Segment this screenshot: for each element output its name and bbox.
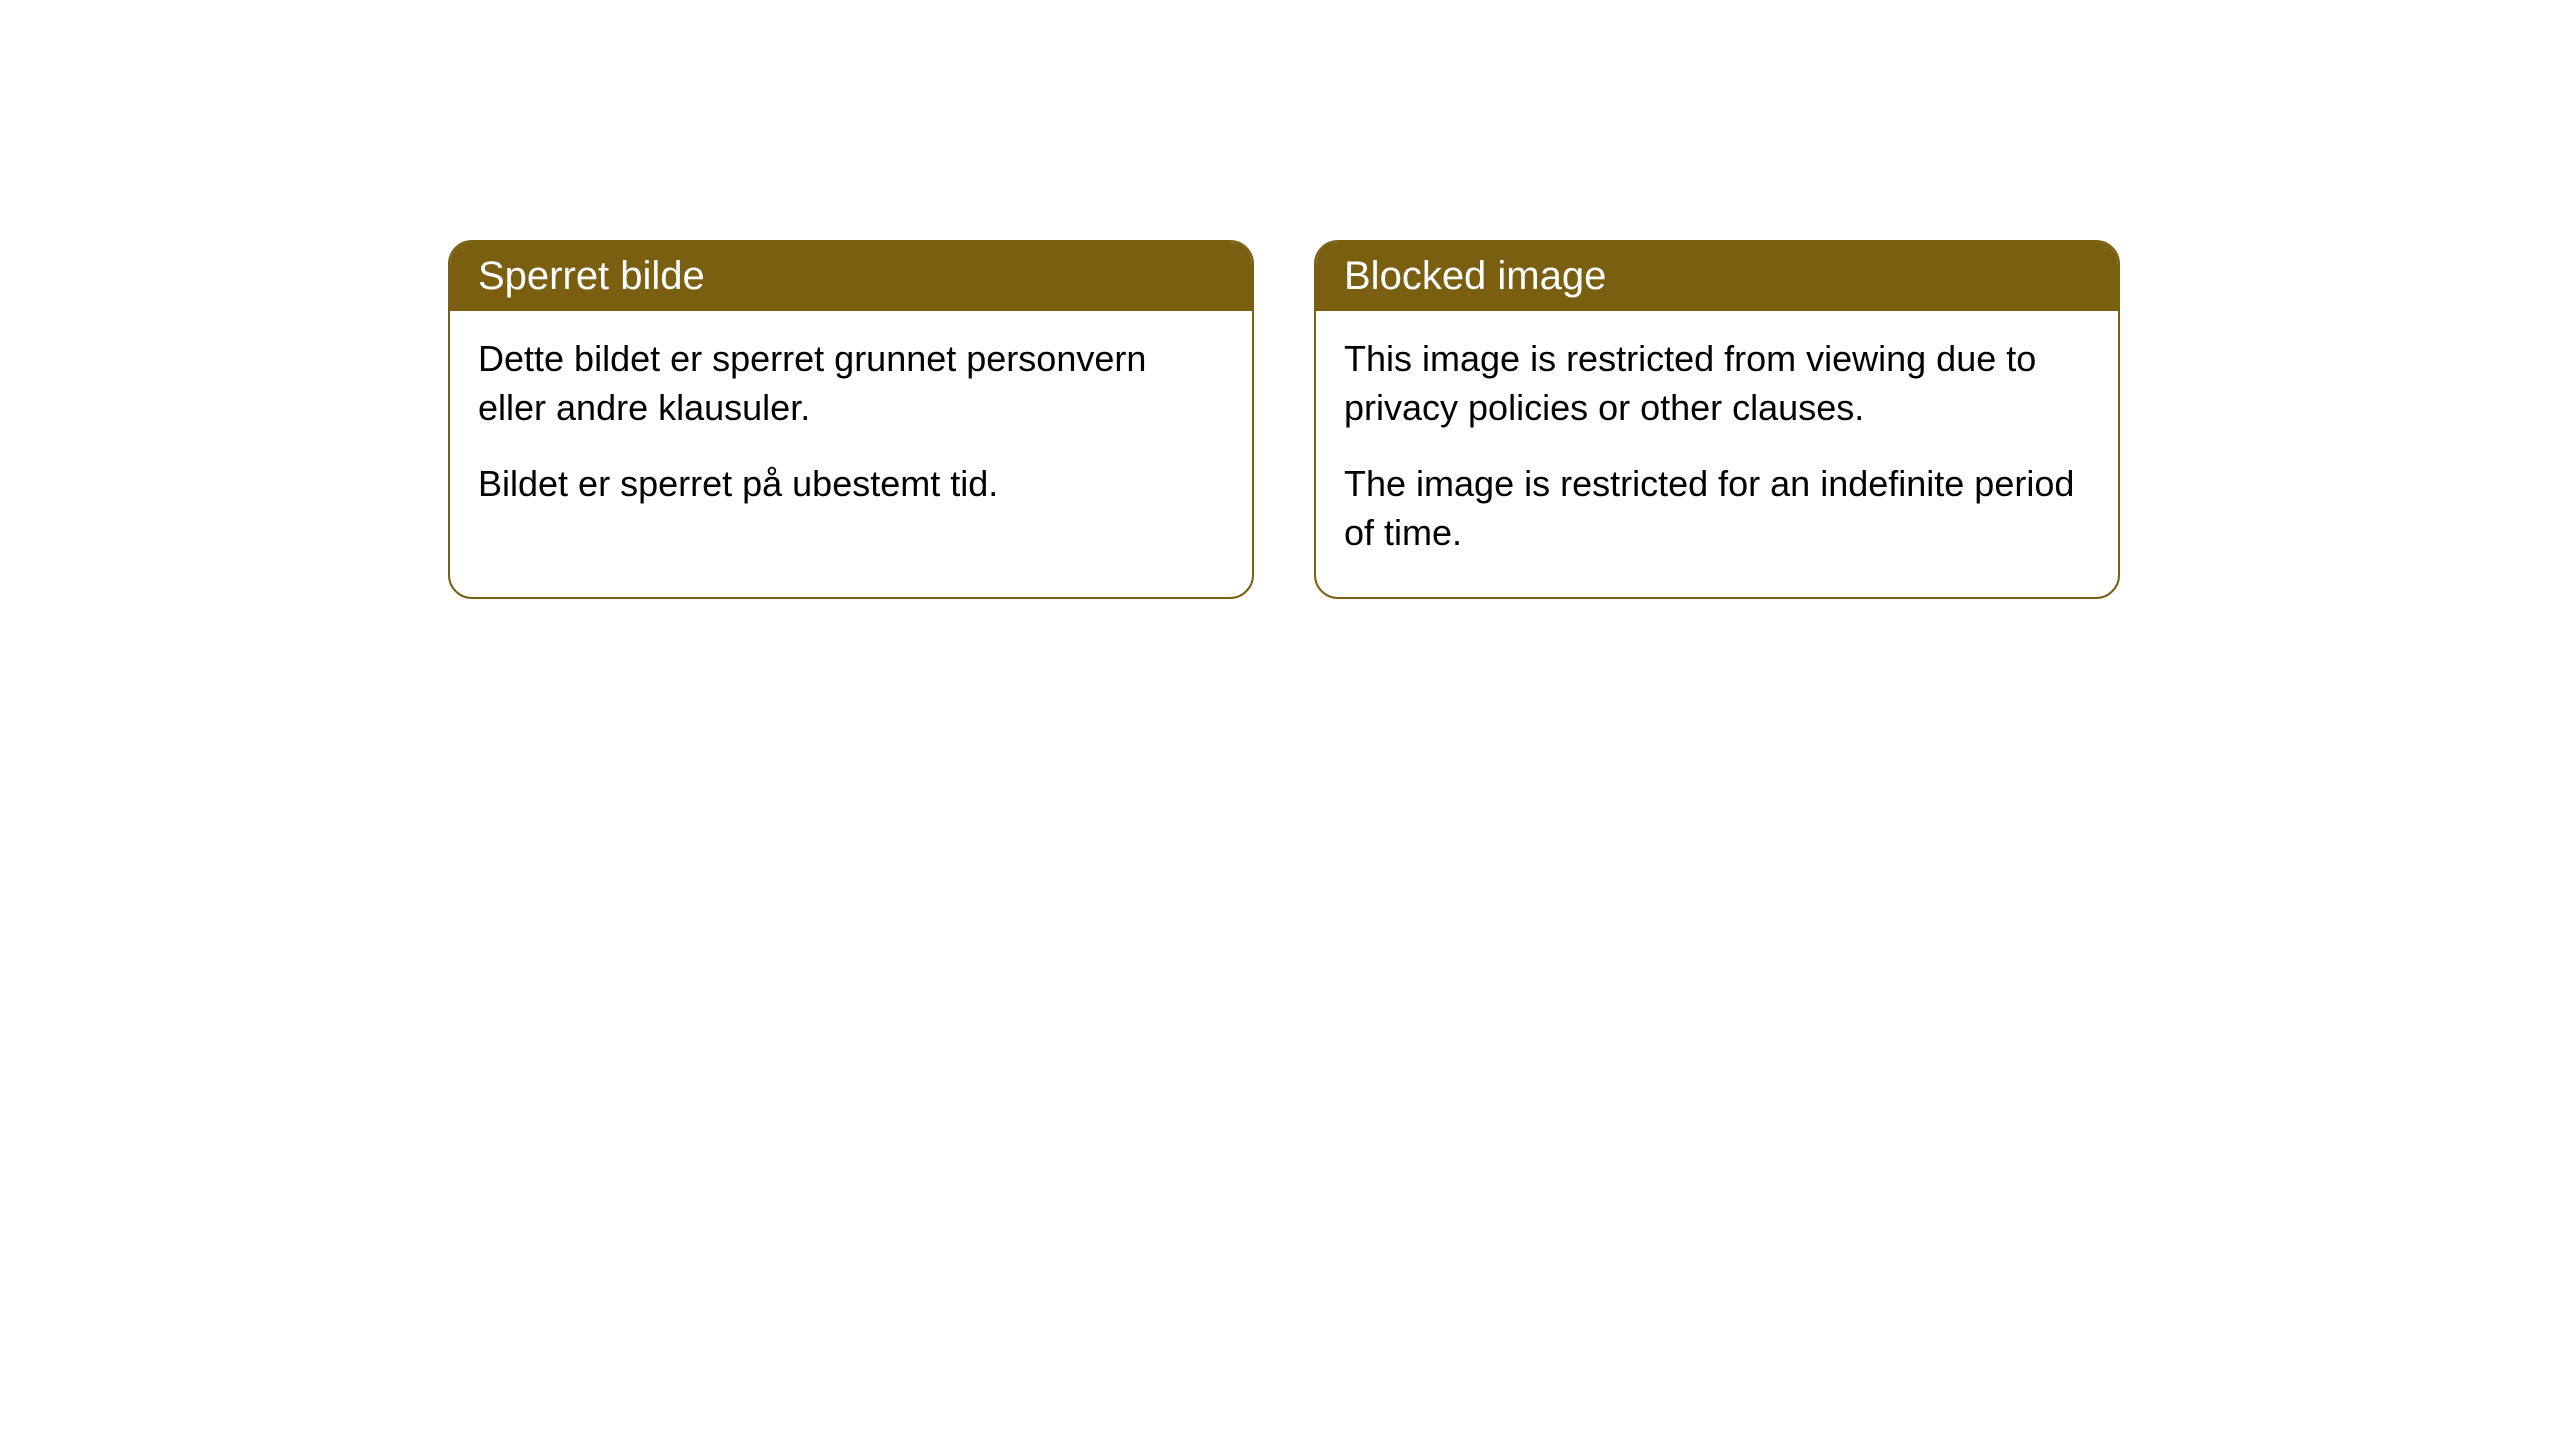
- cards-container: Sperret bilde Dette bildet er sperret gr…: [0, 0, 2560, 599]
- card-header: Sperret bilde: [450, 242, 1252, 311]
- blocked-image-card-norwegian: Sperret bilde Dette bildet er sperret gr…: [448, 240, 1254, 599]
- card-paragraph-2: Bildet er sperret på ubestemt tid.: [478, 460, 1224, 509]
- card-body: Dette bildet er sperret grunnet personve…: [450, 311, 1252, 549]
- card-header: Blocked image: [1316, 242, 2118, 311]
- card-paragraph-2: The image is restricted for an indefinit…: [1344, 460, 2090, 557]
- blocked-image-card-english: Blocked image This image is restricted f…: [1314, 240, 2120, 599]
- card-body: This image is restricted from viewing du…: [1316, 311, 2118, 597]
- card-paragraph-1: Dette bildet er sperret grunnet personve…: [478, 335, 1224, 432]
- card-paragraph-1: This image is restricted from viewing du…: [1344, 335, 2090, 432]
